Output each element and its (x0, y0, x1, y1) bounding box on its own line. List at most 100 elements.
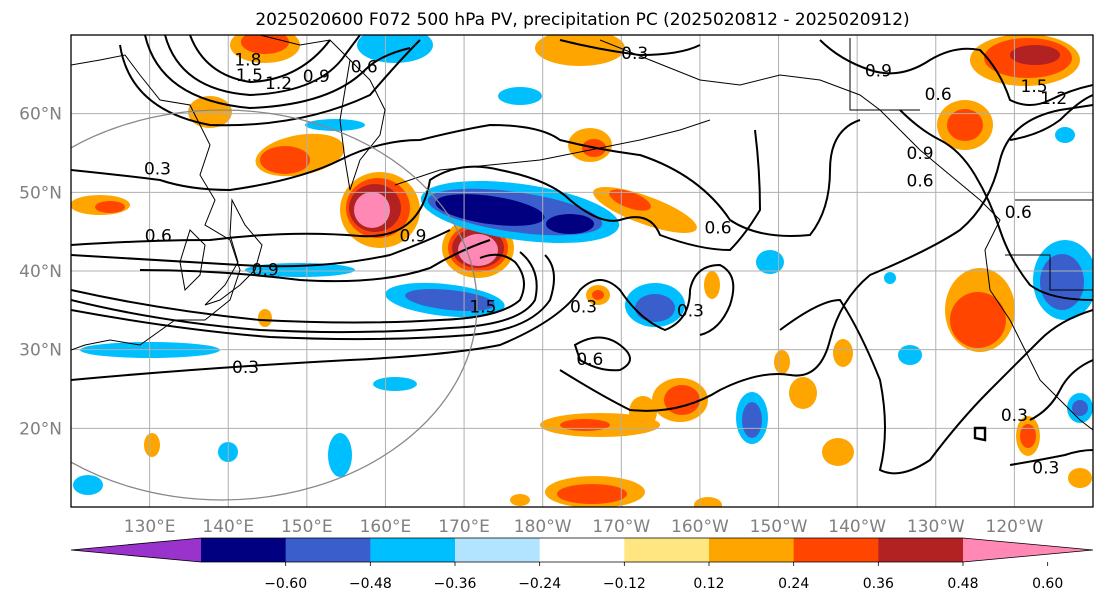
shade-blob (592, 290, 604, 300)
pv-contours (71, 35, 1093, 475)
contour-label: 0.6 (576, 350, 603, 370)
lon-tick-label: 160°E (360, 517, 412, 537)
lon-tick-label: 130°E (124, 517, 176, 537)
shade-blob (635, 294, 675, 322)
pv-contour (71, 119, 861, 237)
pv-contour (71, 229, 451, 268)
contour-label: 0.6 (145, 227, 172, 247)
us-mex-border (1005, 254, 1093, 291)
contour-label: 0.9 (907, 144, 934, 164)
shade-blob (1055, 127, 1075, 143)
pv-contour (559, 39, 701, 57)
shade-blob (405, 288, 495, 312)
map-frame (70, 34, 1094, 508)
pv-contour (819, 39, 1093, 106)
contour-label: 0.3 (570, 297, 597, 317)
pv-contour (779, 298, 1093, 475)
shade-blob (435, 194, 545, 226)
colorbar-extend-low (71, 538, 201, 562)
contour-label: 0.3 (677, 301, 704, 321)
pv-contour (71, 254, 555, 341)
colorbar-outline (70, 537, 1094, 563)
lat-tick-label: 50°N (19, 183, 62, 203)
colorbar-tick-label: 0.36 (863, 576, 894, 592)
lon-tick-label: 170°E (438, 517, 490, 537)
lon-tick-label: 140°W (828, 517, 886, 537)
pv-contour (189, 35, 331, 84)
contour-labels: 1.81.5 1.2 0.9 0.60.30.30.60.90.91.50.30.60… (144, 44, 1067, 479)
contour-label: 0.6 (907, 172, 934, 192)
siberia-coast (259, 35, 351, 61)
plot-title: 2025020600 F072 500 hPa PV, precipitatio… (255, 10, 910, 30)
shade-blob (664, 385, 700, 415)
contour-label: 0.3 (232, 358, 259, 378)
lat-tick-label: 60°N (19, 105, 62, 125)
aleutian-chain (394, 119, 711, 186)
lon-tick-label: 180°W (514, 517, 572, 537)
contour-label: 0.9 (252, 260, 279, 280)
contour-label: 0.6 (1005, 203, 1032, 223)
pv-contour (973, 426, 987, 442)
shade-blob (822, 438, 854, 466)
colorbar-tick-label: 0.48 (947, 576, 978, 592)
shade-blob (1010, 45, 1060, 65)
lon-tick-label: 160°W (671, 517, 729, 537)
colorbar-tick-label: −0.60 (264, 576, 307, 592)
shade-blob (557, 484, 627, 504)
shade-blob (535, 35, 625, 66)
lon-tick-label: 120°W (986, 517, 1044, 537)
colorbar-tick-label: −0.24 (518, 576, 561, 592)
shade-blob (947, 109, 983, 141)
shade-blob (774, 350, 790, 374)
colorbar-segment (285, 538, 371, 562)
shade-blob (1068, 468, 1092, 488)
lon-tick-label: 150°W (750, 517, 808, 537)
shade-blob (1040, 254, 1084, 310)
shade-blob (357, 35, 433, 63)
shade-blob (498, 87, 542, 105)
contour-label: 1.5 (469, 297, 496, 317)
shade-blob (1072, 400, 1088, 416)
shade-blob (354, 192, 390, 228)
shade-blob (884, 272, 896, 284)
shade-blob (546, 214, 594, 234)
pv-contour (1029, 359, 1093, 421)
colorbar-segment (539, 538, 625, 562)
latitude-labels: 20°N 30°N 40°N 50°N 60°N (19, 105, 62, 440)
shade-blob (756, 250, 784, 274)
shade-blob (704, 271, 720, 299)
shade-blob (950, 292, 1006, 348)
pv-contour (71, 253, 525, 324)
shade-blob (144, 433, 160, 457)
contour-label: 1.2 (265, 74, 292, 94)
precipitation-shading (71, 35, 1093, 507)
colorbar-segment (455, 538, 541, 562)
pv-contour (164, 35, 361, 97)
colorbar-segment (201, 538, 287, 562)
colorbar-extend-high (963, 538, 1093, 562)
lon-tick-label: 150°E (281, 517, 333, 537)
reference-circle (71, 109, 478, 501)
contour-label: 1.5 (236, 66, 263, 86)
lon-tick-label: 140°E (202, 517, 254, 537)
alaska-coast (599, 39, 1093, 431)
pv-contour (899, 109, 1093, 301)
shade-blob (609, 189, 651, 211)
shade-blob (560, 419, 610, 431)
contour-label: 0.3 (144, 160, 171, 180)
contour-label: 0.9 (865, 61, 892, 81)
colorbar-tick-label: −0.12 (603, 576, 646, 592)
contour-label: 0.6 (704, 219, 731, 239)
pv-contour (119, 39, 421, 127)
lat-tick-label: 40°N (19, 262, 62, 282)
colorbar-segment (793, 538, 879, 562)
colorbar-segment (878, 538, 964, 562)
contour-label: 1.5 (1021, 77, 1048, 97)
colorbar-segment (624, 538, 710, 562)
korea-coast (179, 229, 206, 292)
colorbar-tick-label: −0.48 (349, 576, 392, 592)
pv-contour (144, 35, 411, 110)
shade-blob (510, 494, 530, 506)
shade-blob (328, 433, 352, 477)
